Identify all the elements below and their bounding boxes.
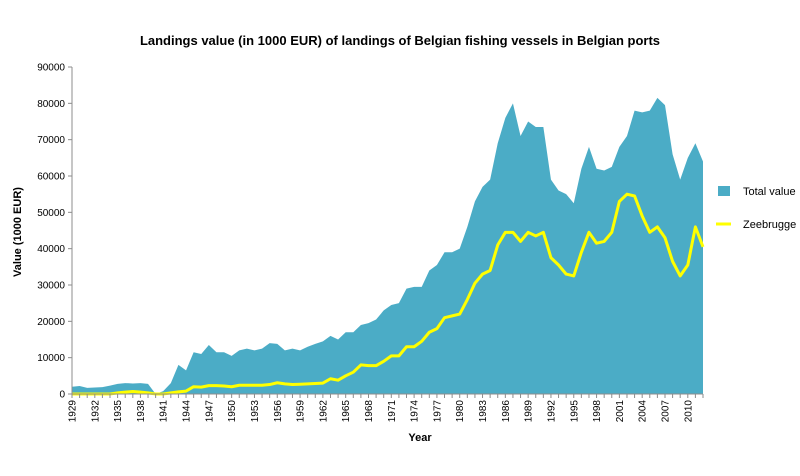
- x-tick-label: 1977: [432, 400, 443, 423]
- x-tick-label: 1986: [501, 400, 512, 423]
- y-tick-label: 40000: [37, 244, 65, 255]
- x-tick-label: 1989: [524, 400, 535, 423]
- legend-swatch-total-value: [718, 186, 730, 196]
- x-tick-label: 2004: [638, 400, 649, 423]
- x-tick-label: 2001: [615, 400, 626, 423]
- x-tick-label: 1941: [159, 400, 170, 423]
- x-tick-label: 1965: [341, 400, 352, 423]
- x-axis-title: Year: [408, 432, 432, 444]
- series-area-total-value: [72, 97, 703, 394]
- y-tick-label: 30000: [37, 281, 65, 292]
- x-tick-label: 1974: [410, 400, 421, 423]
- y-tick-label: 70000: [37, 135, 65, 146]
- x-tick-label: 1932: [90, 400, 101, 423]
- legend-label: Zeebrugge: [743, 219, 796, 231]
- y-axis-title: Value (1000 EUR): [12, 187, 24, 277]
- legend: Total value Zeebrugge: [716, 186, 796, 231]
- x-axis: 1929 1932 1935 1938 1941 1944 1947 1950 1953 1956…: [68, 393, 704, 423]
- x-tick-label: 1959: [296, 400, 307, 423]
- x-tick-label: 1983: [478, 400, 489, 423]
- y-tick-label: 0: [59, 390, 65, 401]
- y-tick-label: 60000: [37, 172, 65, 183]
- x-tick-label: 1971: [387, 400, 398, 423]
- x-tick-label: 1944: [182, 400, 193, 423]
- chart-title: Landings value (in 1000 EUR) of landings…: [140, 33, 660, 48]
- x-tick-label: 1956: [273, 400, 284, 423]
- x-tick-label: 1929: [68, 400, 79, 423]
- y-tick-label: 10000: [37, 353, 65, 364]
- x-tick-label: 1947: [204, 400, 215, 423]
- x-tick-label: 1998: [592, 400, 603, 423]
- x-tick-label: 1992: [546, 400, 557, 423]
- y-tick-label: 90000: [37, 63, 65, 74]
- x-tick-label: 1962: [318, 400, 329, 423]
- x-tick-label: 1968: [364, 400, 375, 423]
- x-tick-label: 1935: [113, 400, 124, 423]
- series-line-zeebrugge: [72, 192, 705, 396]
- x-tick-label: 1953: [250, 400, 261, 423]
- x-tick-label: 2007: [660, 400, 671, 423]
- y-tick-label: 50000: [37, 208, 65, 219]
- plot-area: [72, 97, 705, 396]
- x-tick-label: 1938: [136, 400, 147, 423]
- y-axis: 0 10000 20000 30000 40000 50000 60000 70000 8000…: [37, 63, 73, 401]
- x-tick-label: 1950: [227, 400, 238, 423]
- y-tick-label: 80000: [37, 99, 65, 110]
- y-tick-label: 20000: [37, 317, 65, 328]
- x-tick-label: 1995: [569, 400, 580, 423]
- x-tick-label: 1980: [455, 400, 466, 423]
- legend-label: Total value: [743, 186, 796, 198]
- x-tick-label: 2010: [683, 400, 694, 423]
